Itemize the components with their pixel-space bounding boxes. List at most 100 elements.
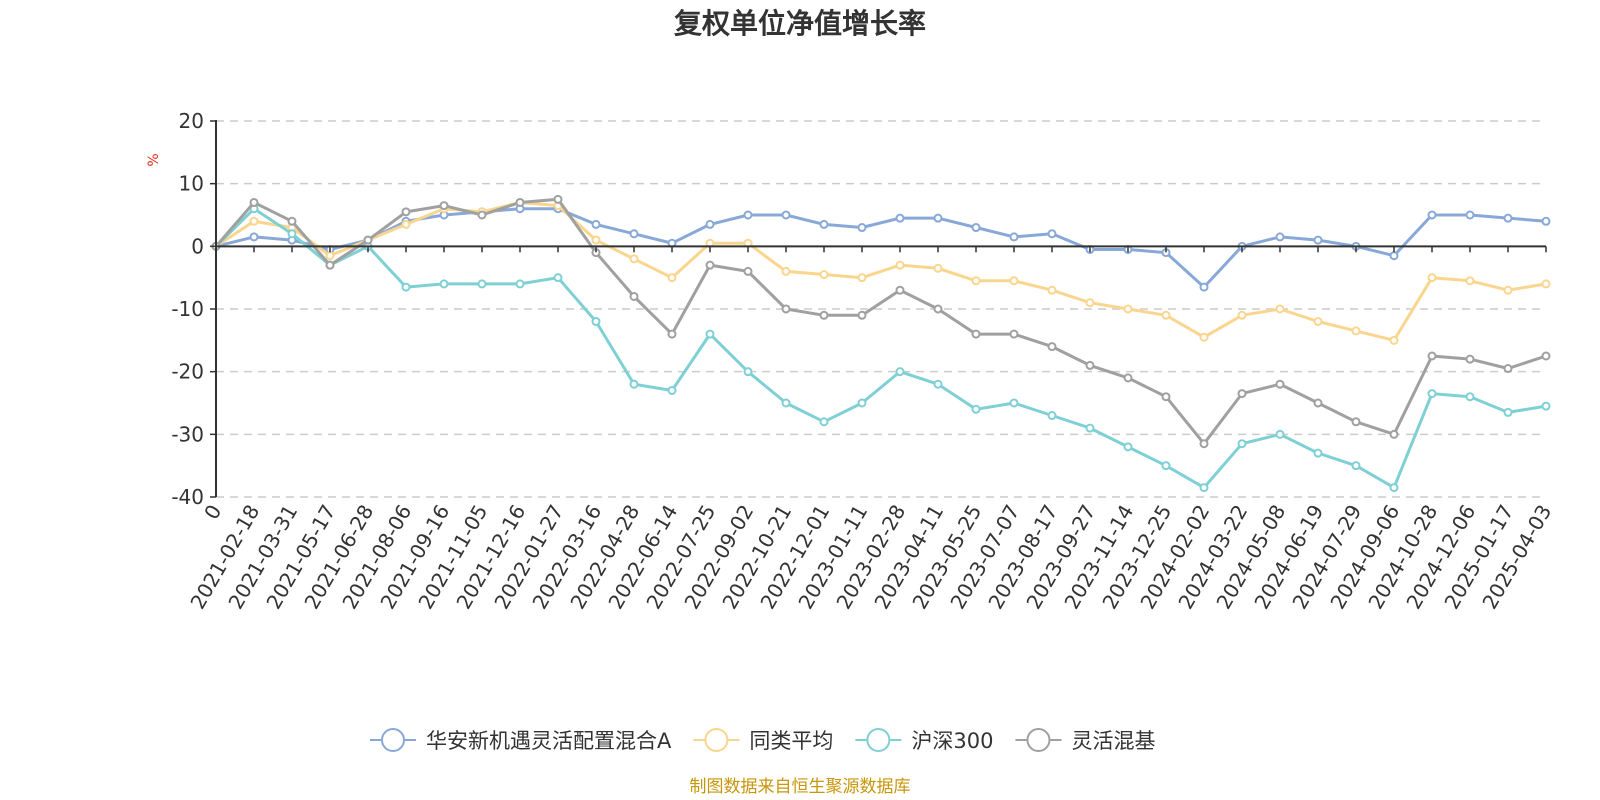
data-point xyxy=(439,279,449,289)
data-point xyxy=(1465,354,1475,364)
x-tick-label: 0 xyxy=(199,501,226,524)
data-point xyxy=(287,229,297,239)
data-point xyxy=(629,254,639,264)
data-point xyxy=(249,216,259,226)
data-point xyxy=(1237,310,1247,320)
data-point xyxy=(971,223,981,233)
data-point xyxy=(781,398,791,408)
data-point xyxy=(895,260,905,270)
data-point xyxy=(591,219,601,229)
data-point xyxy=(1503,285,1513,295)
data-point xyxy=(1541,216,1551,226)
legend-item[interactable]: 灵活混基 xyxy=(1015,728,1155,753)
data-point xyxy=(971,329,981,339)
series-line xyxy=(214,197,1548,446)
legend-item[interactable]: 华安新机遇灵活配置混合A xyxy=(370,728,672,753)
series-group xyxy=(211,204,1551,292)
y-tick-label: -10 xyxy=(171,297,204,321)
data-point xyxy=(249,197,259,207)
data-point xyxy=(249,232,259,242)
data-point xyxy=(1085,423,1095,433)
y-tick-label: 20 xyxy=(179,109,204,133)
data-point xyxy=(1009,276,1019,286)
data-point xyxy=(1199,439,1209,449)
data-point xyxy=(705,219,715,229)
legend-marker xyxy=(704,728,729,752)
data-point xyxy=(667,273,677,283)
data-point xyxy=(1503,213,1513,223)
data-point xyxy=(515,197,525,207)
legend-label: 华安新机遇灵活配置混合A xyxy=(426,729,672,753)
y-tick-label: -20 xyxy=(171,360,204,384)
data-point xyxy=(933,213,943,223)
data-point xyxy=(629,379,639,389)
data-point xyxy=(743,367,753,377)
data-point xyxy=(401,219,411,229)
data-point xyxy=(743,266,753,276)
data-point xyxy=(933,304,943,314)
data-point xyxy=(895,213,905,223)
chart-title: 复权单位净值增长率 xyxy=(674,7,926,40)
data-point xyxy=(743,210,753,220)
data-point xyxy=(591,317,601,327)
data-point xyxy=(1161,310,1171,320)
data-point xyxy=(401,282,411,292)
data-point xyxy=(439,201,449,211)
data-point xyxy=(667,385,677,395)
data-point xyxy=(1237,389,1247,399)
data-point xyxy=(1275,379,1285,389)
data-point xyxy=(287,216,297,226)
data-point xyxy=(1123,373,1133,383)
data-point xyxy=(1313,235,1323,245)
legend-label: 同类平均 xyxy=(749,729,833,753)
legend-item[interactable]: 同类平均 xyxy=(693,728,833,753)
data-point xyxy=(1389,483,1399,493)
data-point xyxy=(705,329,715,339)
data-point xyxy=(1009,329,1019,339)
grid-lines xyxy=(216,120,1546,498)
data-point xyxy=(477,279,487,289)
data-point xyxy=(1427,273,1437,283)
legend-marker xyxy=(1026,728,1051,752)
data-point xyxy=(857,398,867,408)
data-point xyxy=(819,417,829,427)
data-point xyxy=(477,210,487,220)
data-point xyxy=(401,207,411,217)
data-point xyxy=(933,263,943,273)
data-point xyxy=(325,260,335,270)
data-point xyxy=(553,194,563,204)
series-group xyxy=(211,194,1551,449)
y-tick-label: -30 xyxy=(171,422,204,446)
data-point xyxy=(515,279,525,289)
data-point xyxy=(667,329,677,339)
data-point xyxy=(1427,389,1437,399)
legend-label: 沪深300 xyxy=(911,729,993,753)
data-point xyxy=(971,276,981,286)
data-point xyxy=(895,285,905,295)
data-point xyxy=(1009,398,1019,408)
series-lines xyxy=(211,194,1551,493)
data-point xyxy=(1541,401,1551,411)
data-point xyxy=(781,304,791,314)
data-point xyxy=(1009,232,1019,242)
data-point xyxy=(1161,392,1171,402)
data-point xyxy=(629,291,639,301)
data-point xyxy=(1389,251,1399,261)
data-point xyxy=(1465,210,1475,220)
data-point xyxy=(1161,461,1171,471)
data-point xyxy=(1541,279,1551,289)
data-point xyxy=(971,404,981,414)
y-tick-label: -40 xyxy=(171,485,204,509)
data-point xyxy=(1047,285,1057,295)
data-point xyxy=(1275,232,1285,242)
data-point xyxy=(1465,276,1475,286)
data-point xyxy=(1389,335,1399,345)
data-point xyxy=(1351,326,1361,336)
data-point xyxy=(895,367,905,377)
data-point xyxy=(1313,448,1323,458)
data-point xyxy=(1047,342,1057,352)
data-point xyxy=(781,266,791,276)
legend-item[interactable]: 沪深300 xyxy=(855,728,993,753)
data-point xyxy=(1085,360,1095,370)
data-point xyxy=(857,273,867,283)
